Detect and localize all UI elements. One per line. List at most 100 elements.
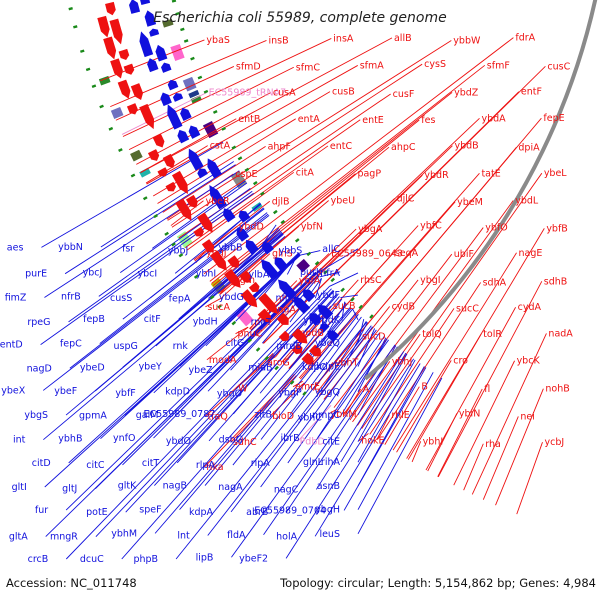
leader-line <box>314 278 322 299</box>
gene-arrow <box>139 31 154 58</box>
gene-arrow <box>180 107 192 121</box>
footer-band <box>0 570 600 600</box>
cog-feature <box>190 95 202 104</box>
gene-arrow <box>110 58 123 79</box>
leader-line <box>319 321 367 393</box>
gene-label: A <box>363 384 370 395</box>
gene-label: fldA <box>227 530 246 541</box>
gene-label: glnS <box>272 249 293 260</box>
leader-line <box>317 336 385 439</box>
gene-label: cusS <box>110 293 132 304</box>
gene-label: rlpA <box>196 460 216 471</box>
gene-arrow <box>188 125 201 139</box>
leader-line <box>179 307 352 510</box>
leader-line <box>290 298 343 368</box>
rna-dash <box>289 380 295 385</box>
gene-arrow <box>118 48 130 60</box>
rna-dash <box>280 219 286 225</box>
gene-label: sdhB <box>544 276 568 287</box>
gene-arrow <box>147 149 160 161</box>
gene-label: ybeU <box>331 196 355 207</box>
gene-arrow <box>309 313 322 326</box>
gene-arrow <box>123 63 135 75</box>
gene-arrow <box>201 239 215 253</box>
gene-label: citE <box>322 437 340 448</box>
gene-arrow <box>327 330 340 343</box>
gene-label: dcuC <box>80 554 104 565</box>
gene-label: tolR <box>483 329 502 340</box>
gene-label: ybgQ <box>315 387 340 398</box>
gene-label: cusF <box>393 89 415 100</box>
gene-label: lipB <box>196 552 214 563</box>
rna-dash <box>80 49 85 53</box>
gene-label: gltK <box>118 481 137 492</box>
gene-label: modB <box>296 328 324 339</box>
leader-line <box>207 274 319 392</box>
gene-label: fepE <box>543 113 564 124</box>
gene-label: ylbA <box>249 269 270 280</box>
rna-dash-rings <box>68 0 374 396</box>
gene-arrow <box>292 343 303 355</box>
gene-arrow <box>319 322 330 334</box>
gene-label: tatE <box>481 168 500 179</box>
gene-label: gpmA <box>79 411 107 422</box>
leader-line <box>357 377 443 535</box>
leader-line <box>411 441 422 463</box>
gene-label: ybgA <box>358 224 383 235</box>
gene-label: sfmC <box>296 62 321 73</box>
leader-line <box>298 173 480 379</box>
gene-arrow <box>240 289 258 308</box>
gene-label: nmpC <box>312 410 340 421</box>
rna-dash <box>252 180 258 186</box>
gene-label: allC <box>322 244 340 255</box>
gene-label: cspE <box>235 169 257 180</box>
gene-label: purK <box>300 267 323 278</box>
cog-feature <box>176 231 193 249</box>
leader-line <box>287 332 381 464</box>
gene-label: ybfA <box>299 276 321 287</box>
gene-label: ybeQ <box>315 338 340 349</box>
leader-line <box>145 145 208 184</box>
leader-line <box>376 414 390 440</box>
gene-label: ybeR <box>205 196 229 207</box>
rna-dash <box>164 231 169 236</box>
rna-dash <box>323 270 328 275</box>
gene-label: W <box>238 383 248 394</box>
rna-dash <box>108 126 114 131</box>
gene-label: ybeY <box>139 361 162 372</box>
rna-dash <box>85 67 91 72</box>
gene-label: ybbB <box>218 242 242 253</box>
leader-line <box>384 386 420 445</box>
accession-text: Accession: NC_011748 <box>6 576 137 590</box>
gene-label: ybhT <box>335 357 359 368</box>
gene-labels: ybaS insB insA allB ybbW fdrA sfmD sfmC sfmA cysS… <box>0 33 573 565</box>
leader-line <box>427 413 458 472</box>
gene-arrow <box>185 194 198 208</box>
gene-arrow <box>276 312 289 325</box>
gene-arrow <box>308 344 321 357</box>
gene-arrow <box>317 304 334 320</box>
gene-label: galM <box>136 410 159 421</box>
gene-label: rha <box>485 439 501 450</box>
gene-label: cstA <box>210 141 231 152</box>
gene-arrow <box>144 10 157 27</box>
leader-line <box>235 326 249 335</box>
rna-dash <box>264 355 269 361</box>
cog-feature <box>130 149 143 162</box>
gene-label: gltA <box>9 532 28 543</box>
leader-line <box>121 92 207 135</box>
rna-dash <box>358 304 363 310</box>
gene-label: sfmA <box>360 60 385 71</box>
gene-label: rpeG <box>27 317 50 328</box>
rna-dash <box>330 277 336 283</box>
rna-dash <box>118 148 123 152</box>
gene-arrow <box>301 352 314 365</box>
gene-label: cusB <box>332 87 355 98</box>
leader-line <box>297 404 332 442</box>
gene-label: cydA <box>518 302 542 313</box>
gene-label: pnuC <box>238 329 263 340</box>
gene-label: ybdF <box>317 290 340 301</box>
gene-arrow <box>224 268 241 288</box>
gene-label: ybbW <box>453 35 481 46</box>
leader-line <box>45 272 317 537</box>
